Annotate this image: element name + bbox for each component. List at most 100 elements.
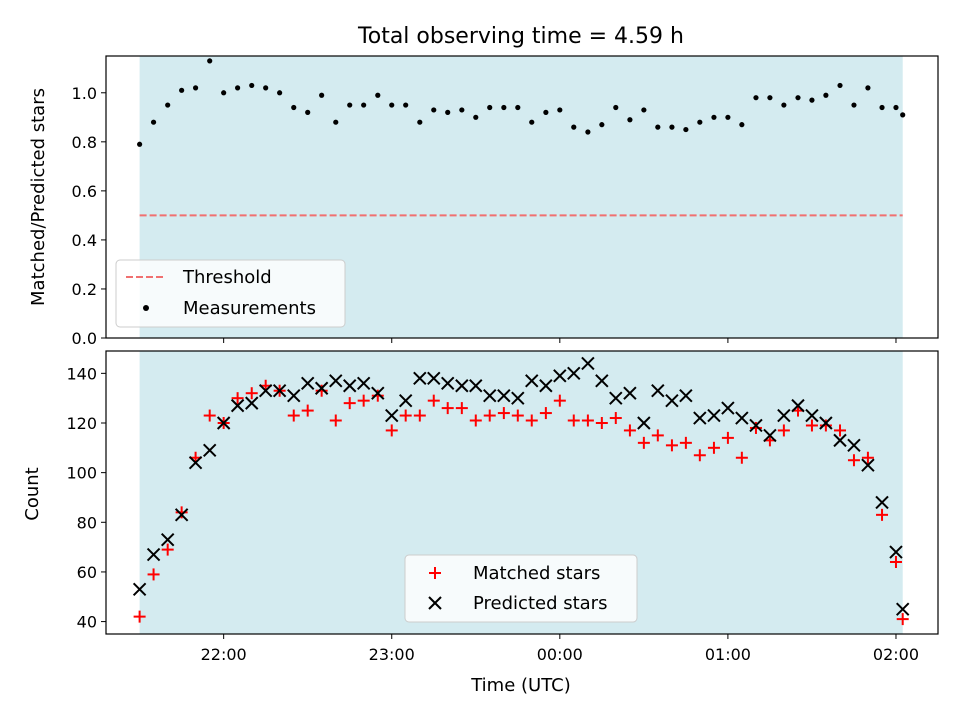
predicted-star-point (763, 428, 777, 443)
measurement-point (347, 102, 353, 108)
measurement-point (739, 122, 745, 128)
matched-star-point (203, 409, 216, 422)
matched-star-point (847, 454, 860, 467)
ratio-legend: Threshold Measurements (115, 259, 346, 328)
measurement-point (361, 102, 367, 108)
predicted-star-point (287, 388, 301, 403)
predicted-star-point (693, 411, 707, 425)
measurement-point (900, 112, 906, 118)
predicted-star-point (427, 371, 441, 386)
ratio-axes-frame (105, 55, 939, 339)
predicted-star-point (132, 582, 147, 597)
measurement-point (599, 122, 605, 128)
matched-star-point (161, 543, 174, 556)
measurement-point (641, 107, 647, 113)
matched-star-point (427, 394, 440, 407)
matched-star-point (343, 397, 356, 410)
count-ytick-label: 40 (77, 613, 97, 632)
predicted-star-point (875, 495, 889, 510)
matched-star-point (175, 506, 188, 519)
predicted-star-point (245, 396, 259, 410)
measurement-point (893, 104, 899, 111)
matched-star-point (525, 414, 538, 427)
predicted-star-point (146, 547, 161, 562)
predicted-star-point (216, 416, 231, 430)
matched-star-point (581, 414, 594, 427)
measurement-point (305, 109, 311, 115)
predicted-star-point (707, 408, 721, 423)
measurement-point (851, 102, 857, 108)
predicted-star-point (314, 381, 329, 395)
measurement-point (655, 124, 661, 130)
measurement-point (879, 104, 885, 111)
matched-star-point (805, 419, 818, 432)
matched-star-point (819, 419, 832, 432)
predicted-star-point (174, 508, 189, 522)
predicted-legend-label: Predicted stars (473, 593, 607, 614)
matched-legend-label: Matched stars (473, 563, 600, 584)
measurement-point (795, 95, 801, 101)
matched-star-point (721, 431, 734, 444)
measurement-point (767, 95, 773, 101)
measurement-point (585, 129, 591, 135)
measurement-point (389, 102, 395, 108)
measurement-point (473, 114, 479, 120)
measurement-point (809, 97, 815, 103)
matched-star-point (889, 556, 902, 569)
matched-star-point (609, 412, 622, 425)
predicted-legend-swatch (428, 596, 442, 610)
matched-star-point (834, 424, 847, 437)
measurement-point (192, 85, 199, 91)
ratio-ytick-label: 0.8 (72, 133, 97, 152)
matched-star-point (413, 409, 426, 422)
measurement-point (501, 104, 507, 111)
count-ytick-label: 60 (77, 563, 97, 582)
count-ytick-label: 80 (77, 513, 97, 532)
predicted-star-point (651, 384, 665, 398)
x-axis-label: Time (UTC) (470, 675, 571, 696)
predicted-star-point (497, 388, 511, 403)
matched-star-point (329, 414, 342, 427)
measurement-point (333, 119, 339, 125)
ratio-ytick-label: 0.6 (72, 182, 97, 201)
matched-star-point (693, 449, 706, 462)
measurement-point (529, 119, 535, 125)
predicted-star-point (469, 379, 483, 393)
predicted-star-point (511, 391, 525, 405)
predicted-star-point (595, 374, 609, 388)
count-xtick-label: 02:00 (873, 645, 919, 664)
predicted-star-point (637, 416, 651, 430)
predicted-star-point (398, 393, 413, 408)
matched-star-point (707, 441, 720, 454)
measurement-point (557, 107, 563, 113)
measurement-point (445, 109, 451, 115)
matched-star-point (245, 387, 258, 400)
predicted-star-point (679, 388, 693, 403)
measurement-point (823, 92, 829, 98)
chart-title: Total observing time = 4.59 h (357, 24, 684, 49)
predicted-star-point (202, 443, 217, 458)
matched-star-point (623, 424, 636, 437)
measurement-point (417, 119, 423, 125)
predicted-star-point (665, 393, 679, 408)
matched-star-point (315, 384, 328, 397)
matched-star-point (441, 402, 454, 415)
count-xtick-label: 22:00 (201, 645, 247, 664)
threshold-legend-label: Threshold (182, 267, 272, 288)
measurement-point (515, 104, 521, 111)
measurement-point (459, 107, 465, 113)
predicted-star-point (300, 376, 315, 390)
measurement-point (627, 117, 633, 123)
predicted-star-point (819, 416, 833, 430)
measurement-point (165, 102, 171, 108)
matched-star-point (595, 416, 608, 429)
predicted-star-point (721, 401, 735, 415)
predicted-star-point (272, 384, 287, 398)
measurement-point (725, 114, 731, 120)
measurement-point (221, 90, 227, 96)
matched-star-point (469, 414, 482, 427)
measurement-point (487, 104, 493, 111)
ratio-ytick-label: 0.4 (72, 231, 97, 250)
bottom-y-axis-label: Count (22, 467, 43, 520)
measurement-point (613, 104, 619, 111)
